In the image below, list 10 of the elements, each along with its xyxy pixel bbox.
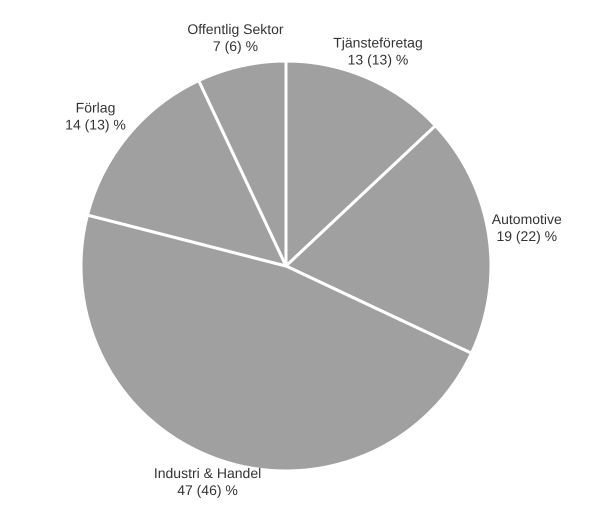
data-label: 47 (46) %	[177, 482, 238, 498]
slice-label: Industri & Handel	[154, 464, 262, 481]
slice-label: Förlag	[76, 99, 116, 116]
slice-label: Tjänsteföretag	[333, 34, 423, 50]
slice-label: Offentlig Sektor	[187, 20, 284, 37]
data-label: 14 (13) %	[65, 116, 126, 132]
slice-label: Automotive	[492, 210, 562, 227]
data-label: 13 (13) %	[348, 51, 408, 68]
data-label: 7 (6) %	[212, 38, 258, 54]
data-label: 19 (22) %	[496, 228, 558, 244]
